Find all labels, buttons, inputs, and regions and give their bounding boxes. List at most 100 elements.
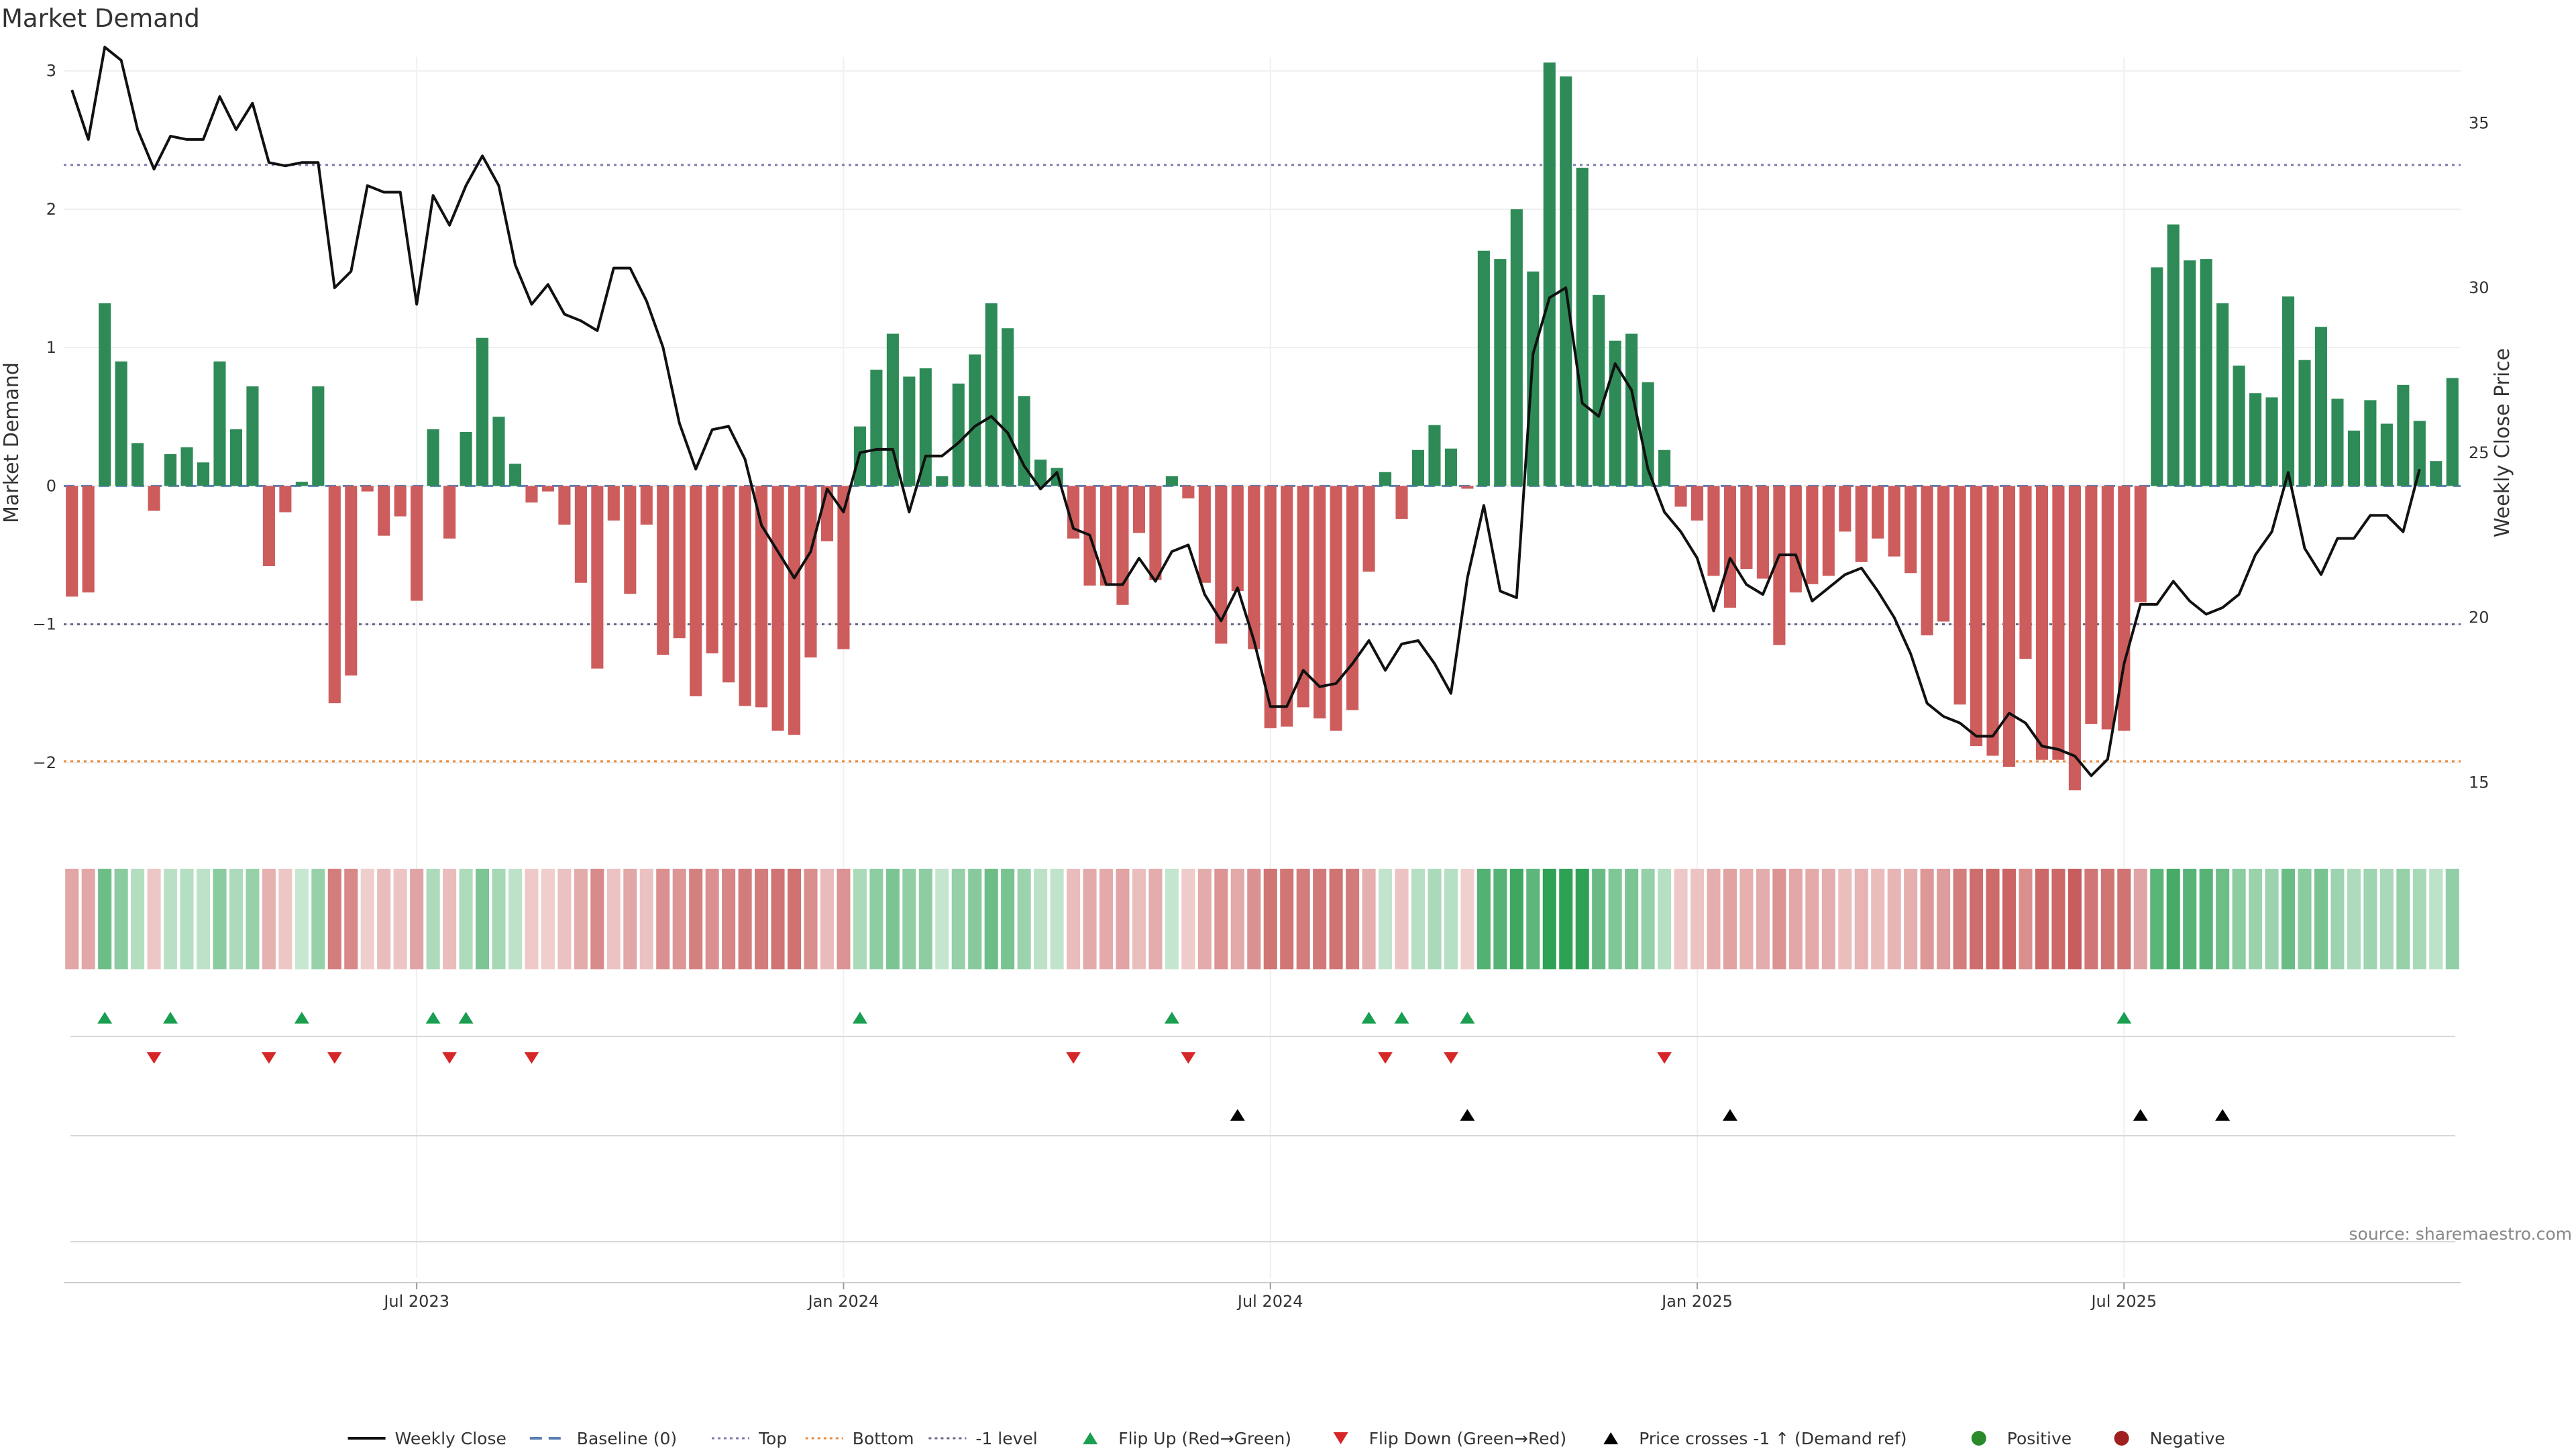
heat-cell	[459, 869, 473, 969]
price-cross-marker	[1230, 1109, 1245, 1121]
heat-cell	[656, 869, 670, 969]
demand-bar	[197, 462, 210, 486]
demand-bar	[99, 303, 111, 486]
demand-bar	[1576, 168, 1589, 486]
chart-title: Market Demand	[1, 4, 200, 33]
heat-cell	[1526, 869, 1540, 969]
heat-cell	[311, 869, 325, 969]
demand-bar	[1362, 486, 1375, 572]
heat-cell	[705, 869, 719, 969]
demand-bar	[1888, 486, 1900, 557]
flip-up-marker	[163, 1012, 178, 1024]
legend-label: Flip Up (Red→Green)	[1118, 1429, 1291, 1448]
demand-bar	[1674, 486, 1687, 507]
heat-cell	[1050, 869, 1064, 969]
heat-cell	[525, 869, 539, 969]
heat-cell	[804, 869, 818, 969]
demand-bar	[1132, 486, 1146, 533]
heat-cell	[2216, 869, 2230, 969]
demand-bar	[1953, 486, 1966, 705]
heat-cell	[1937, 869, 1951, 969]
demand-bars	[66, 62, 2459, 791]
heat-cell	[1674, 869, 1688, 969]
heat-cell	[1395, 869, 1409, 969]
demand-bar	[508, 464, 522, 486]
heat-cell	[131, 869, 145, 969]
heat-cell	[2084, 869, 2098, 969]
demand-bar	[180, 447, 193, 486]
heat-cell	[1920, 869, 1934, 969]
legend-item: Negative	[2114, 1429, 2225, 1448]
heat-cell	[114, 869, 128, 969]
demand-bar	[739, 486, 751, 706]
legend-item: Price crosses -1 ↑ (Demand ref)	[1603, 1429, 1907, 1448]
demand-bar	[66, 486, 78, 597]
heat-cell	[1821, 869, 1835, 969]
demand-bar	[1477, 250, 1490, 486]
demand-bar	[1740, 486, 1753, 570]
legend-label: Top	[758, 1429, 787, 1448]
flip-down-marker	[1181, 1052, 1196, 1064]
demand-bar	[870, 370, 883, 486]
legend-item: Positive	[1971, 1429, 2072, 1448]
demand-bar	[1543, 62, 1556, 486]
heat-cell	[1493, 869, 1507, 969]
flip-down-marker	[146, 1052, 162, 1064]
demand-bar	[1264, 486, 1277, 729]
heat-cell	[2282, 869, 2296, 969]
heat-cell	[1509, 869, 1523, 969]
heat-cell	[1263, 869, 1277, 969]
heat-cell	[1214, 869, 1228, 969]
flip-up-marker	[294, 1012, 309, 1024]
demand-bar	[2347, 430, 2360, 486]
demand-bar	[82, 486, 95, 593]
heat-cell	[360, 869, 374, 969]
heat-cell	[1625, 869, 1639, 969]
x-axis-ticks: Jul 2023 Jan 2024 Jul 2024 Jan 2025 Jul 2025	[382, 1283, 2157, 1311]
heat-cell	[1986, 869, 2000, 969]
demand-bar	[2298, 360, 2311, 486]
heat-cell	[2330, 869, 2345, 969]
demand-bar	[1149, 486, 1162, 580]
legend-swatch-dot	[1971, 1431, 1986, 1446]
heat-cell	[1460, 869, 1474, 969]
demand-bar	[1067, 486, 1080, 539]
left-axis-ticks: 3 2 1 0 −1 −2	[33, 62, 56, 772]
demand-bar	[1822, 486, 1835, 576]
left-tick-label: 2	[46, 200, 56, 219]
demand-bar	[1215, 486, 1228, 644]
demand-bar	[443, 486, 456, 539]
demand-bar	[591, 486, 604, 669]
demand-bar	[1789, 486, 1802, 593]
demand-bar	[2035, 486, 2049, 760]
price-cross-marker	[1722, 1109, 1737, 1121]
heat-cell	[2019, 869, 2033, 969]
demand-bar	[1527, 271, 1540, 486]
demand-bar	[378, 486, 390, 536]
heat-cell	[1181, 869, 1195, 969]
right-tick-label: 25	[2469, 443, 2489, 462]
legend-label: Baseline (0)	[577, 1429, 677, 1448]
price-cross-marker	[1460, 1109, 1475, 1121]
heat-cell	[968, 869, 982, 969]
heat-cell	[1197, 869, 1212, 969]
x-tick-label: Jan 2024	[807, 1292, 879, 1311]
price-cross-marker	[2215, 1109, 2231, 1121]
demand-bar	[229, 429, 243, 486]
heat-cell	[590, 869, 604, 969]
demand-bar	[361, 486, 374, 492]
heat-cell	[508, 869, 523, 969]
heat-cell	[81, 869, 95, 969]
demand-bar	[1099, 486, 1113, 586]
heat-cell	[2232, 869, 2246, 969]
demand-bar	[2151, 267, 2163, 486]
heat-cell	[853, 869, 867, 969]
demand-bar	[1330, 486, 1342, 731]
demand-bar	[1970, 486, 1983, 747]
heat-cell	[1362, 869, 1376, 969]
heat-cell	[1329, 869, 1343, 969]
heat-cell	[984, 869, 998, 969]
x-tick-label: Jul 2023	[382, 1292, 449, 1311]
demand-bar	[903, 376, 916, 486]
